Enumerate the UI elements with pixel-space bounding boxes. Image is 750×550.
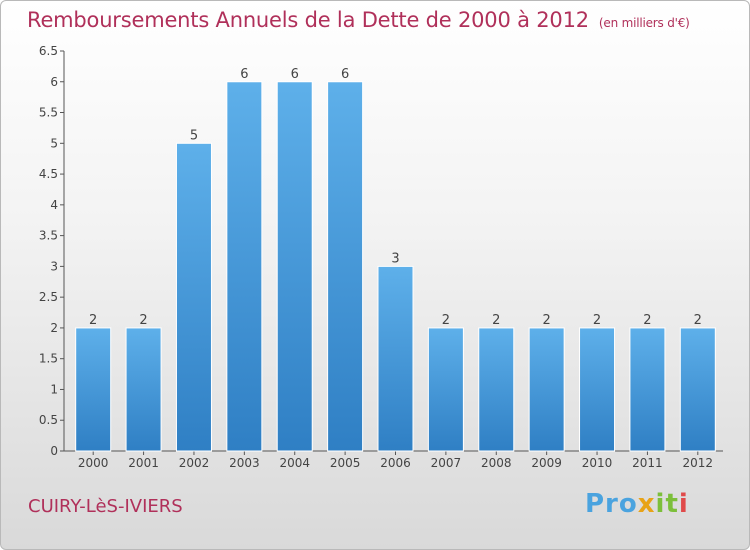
data-label-2003: 6: [240, 67, 248, 82]
chart-bars: [75, 81, 716, 452]
data-label-2001: 2: [139, 313, 147, 328]
x-tick-label-2007: 2007: [431, 456, 462, 470]
data-label-2011: 2: [643, 313, 651, 328]
y-tick-label: 4.5: [39, 167, 58, 181]
title-text: Remboursements Annuels de la Dette de 20…: [27, 8, 589, 32]
bar-2010: [579, 327, 616, 452]
data-label-2008: 2: [492, 313, 500, 328]
data-label-2009: 2: [543, 313, 551, 328]
bar-2008: [478, 327, 515, 452]
y-tick-label: 0.5: [39, 413, 58, 427]
y-tick-label: 5: [50, 136, 58, 150]
x-tick-label-2008: 2008: [481, 456, 512, 470]
x-tick-label-2012: 2012: [683, 456, 714, 470]
bar-2012: [679, 327, 716, 452]
x-tick-label-2006: 2006: [380, 456, 411, 470]
y-tick-label: 1: [50, 382, 58, 396]
y-tick-label: 6.5: [39, 44, 58, 58]
data-label-2007: 2: [442, 313, 450, 328]
chart-labels: 2000 2 2001 2 2002 5 2003 6 2004 6 2005 6 2006 3 2007 2…: [78, 67, 713, 470]
data-label-2005: 6: [341, 67, 349, 82]
x-tick-label-2001: 2001: [128, 456, 159, 470]
y-tick-label: 6: [50, 75, 58, 89]
y-tick-label: 0: [50, 444, 58, 458]
bar-2001: [125, 327, 162, 452]
commune-name: CUIRY-LèS-IVIERS: [28, 496, 183, 517]
x-tick-label-2011: 2011: [632, 456, 663, 470]
x-tick-label-2003: 2003: [229, 456, 260, 470]
bar-2000: [75, 327, 112, 452]
data-label-2000: 2: [89, 313, 97, 328]
logo-part-3: it: [655, 489, 679, 519]
chart-subtitle: (en milliers d'€): [598, 16, 690, 30]
data-label-2006: 3: [391, 251, 399, 266]
y-tick-label: 5.5: [39, 106, 58, 120]
y-tick-label: 3.5: [39, 229, 58, 243]
x-tick-label-2005: 2005: [330, 456, 361, 470]
data-label-2010: 2: [593, 313, 601, 328]
x-tick-label-2010: 2010: [582, 456, 613, 470]
data-label-2002: 5: [190, 128, 198, 143]
bar-2007: [427, 327, 464, 452]
x-tick-label-2004: 2004: [279, 456, 310, 470]
y-tick-label: 2: [50, 321, 58, 335]
logo-part-1: Pro: [585, 489, 638, 519]
y-tick-label: 4: [50, 198, 58, 212]
y-tick-label: 2.5: [39, 290, 58, 304]
x-tick-label-2000: 2000: [78, 456, 109, 470]
bar-2005: [327, 81, 364, 452]
y-tick-label: 1.5: [39, 352, 58, 366]
x-tick-label-2002: 2002: [179, 456, 210, 470]
x-tick-label-2009: 2009: [531, 456, 562, 470]
bar-2006: [377, 265, 414, 452]
bar-2004: [276, 81, 313, 452]
bar-2009: [528, 327, 565, 452]
data-label-2012: 2: [694, 313, 702, 328]
data-label-2004: 6: [291, 67, 299, 82]
y-tick-label: 3: [50, 259, 58, 273]
logo-part-4: i: [678, 489, 689, 519]
logo-part-2: x: [637, 489, 656, 519]
bar-2011: [629, 327, 666, 452]
chart-axes: 0 0.5 1 1.5 2 2.5 3 3.5 4 4.5 5 5.5 6 6.5: [39, 44, 723, 458]
chart-title: Remboursements Annuels de la Dette de 20…: [27, 8, 690, 32]
proxiti-logo: Proxiti: [585, 489, 689, 519]
bar-2002: [175, 142, 212, 452]
bar-2003: [226, 81, 263, 452]
